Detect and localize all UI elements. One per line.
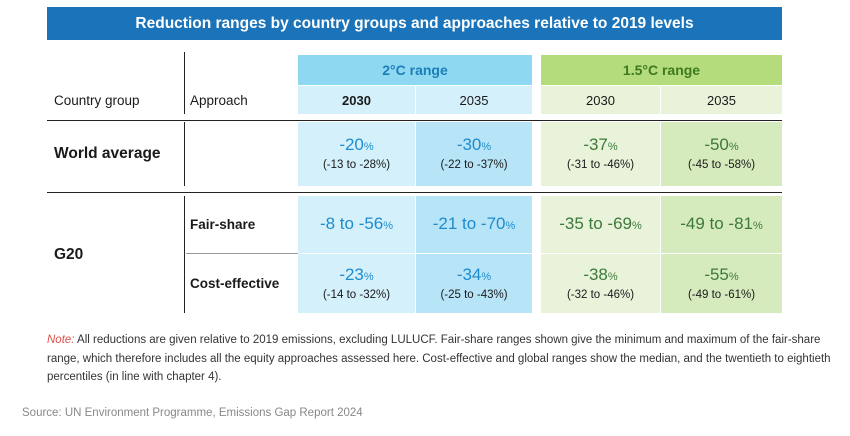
unit: % xyxy=(481,141,492,153)
cell-world-15c-2030: -37% (-31 to -46%) xyxy=(541,122,660,186)
value: -38 xyxy=(583,264,608,284)
cell-world-2c-2035: -30% (-22 to -37%) xyxy=(416,122,532,186)
value: -37 xyxy=(583,135,608,154)
unit: % xyxy=(728,141,739,153)
cell-g20-cost-2c-2035: -34% (-25 to -43%) xyxy=(416,254,532,313)
cell-g20-cost-15c-2030: -38% (-32 to -46%) xyxy=(541,254,660,313)
value: -30 xyxy=(456,135,482,154)
unit: % xyxy=(607,141,618,153)
cell-g20-cost-15c-2035: -55% (-49 to -61%) xyxy=(661,254,782,313)
range: (-22 to -37%) xyxy=(440,159,508,171)
unit: % xyxy=(383,219,394,232)
year-header-2c-2035: 2035 xyxy=(416,86,532,114)
cell-g20-fair-2c-2035: -21 to -70% xyxy=(416,196,532,253)
cell-bg xyxy=(416,196,532,253)
unit: % xyxy=(607,270,618,283)
range: (-25 to -43%) xyxy=(440,288,508,301)
cell-bg xyxy=(661,122,782,186)
range: (-14 to -32%) xyxy=(322,288,391,301)
range: (-49 to -61%) xyxy=(687,288,756,301)
cell-g20-cost-2c-2030: -23% (-14 to -32%) xyxy=(298,254,415,313)
value: -21 to -70 xyxy=(432,213,506,233)
divider xyxy=(184,52,185,114)
unit: % xyxy=(505,219,516,232)
unit: % xyxy=(728,270,739,283)
cell-bg xyxy=(541,196,660,253)
year-header-15c-2035: 2035 xyxy=(661,86,782,114)
unit: % xyxy=(363,141,374,153)
unit: % xyxy=(363,270,374,283)
range: (-31 to -46%) xyxy=(566,159,635,171)
cell-bg xyxy=(298,196,415,253)
value: -8 to -56 xyxy=(319,213,384,233)
year-header-2c-2030: 2030 xyxy=(298,86,415,114)
divider xyxy=(186,253,298,254)
source-credit: Source: UN Environment Programme, Emissi… xyxy=(22,407,363,419)
cell-bg xyxy=(661,254,782,313)
value: -50 xyxy=(704,135,729,154)
divider xyxy=(47,120,782,121)
cell-g20-fair-2c-2030: -8 to -56% xyxy=(298,196,415,253)
range: (-32 to -46%) xyxy=(566,288,635,301)
range: (-13 to -28%) xyxy=(322,159,391,171)
approach-fair-share: Fair-share xyxy=(190,217,256,232)
unit: % xyxy=(631,219,642,232)
year-header-15c-2030: 2030 xyxy=(541,86,660,114)
table-title: Reduction ranges by country groups and a… xyxy=(47,7,782,40)
cell-g20-fair-15c-2035: -49 to -81% xyxy=(661,196,782,253)
value: -49 to -81 xyxy=(680,213,753,233)
value: -35 to -69 xyxy=(559,213,632,233)
cell-g20-fair-15c-2030: -35 to -69% xyxy=(541,196,660,253)
divider xyxy=(47,192,782,193)
value: -20 xyxy=(339,135,364,154)
cell-bg xyxy=(298,254,415,313)
table-note: Note: All reductions are given relative … xyxy=(47,331,837,387)
divider xyxy=(184,196,185,313)
cell-bg xyxy=(541,254,660,313)
cell-world-2c-2030: -20% (-13 to -28%) xyxy=(298,122,415,186)
note-text: All reductions are given relative to 201… xyxy=(47,334,831,383)
range-2c-header: 2°C range xyxy=(298,55,532,85)
divider xyxy=(184,122,185,186)
cell-bg xyxy=(661,196,782,253)
cell-bg xyxy=(416,254,532,313)
range-15c-header: 1.5°C range xyxy=(541,55,782,85)
approach-cost-effective: Cost-effective xyxy=(190,276,280,291)
value: -34 xyxy=(456,264,482,284)
unit: % xyxy=(481,270,492,283)
unit: % xyxy=(752,219,763,232)
row-label-world-average: World average xyxy=(54,145,161,162)
cell-world-15c-2035: -50% (-45 to -58%) xyxy=(661,122,782,186)
note-tag: Note: xyxy=(47,334,75,346)
approach-header: Approach xyxy=(190,92,248,108)
range: (-45 to -58%) xyxy=(687,159,756,171)
value: -55 xyxy=(704,264,729,284)
row-label-g20: G20 xyxy=(54,245,84,263)
cell-bg xyxy=(541,122,660,186)
cell-bg xyxy=(416,122,532,186)
value: -23 xyxy=(339,264,364,284)
country-group-header: Country group xyxy=(54,92,140,108)
cell-bg xyxy=(298,122,415,186)
